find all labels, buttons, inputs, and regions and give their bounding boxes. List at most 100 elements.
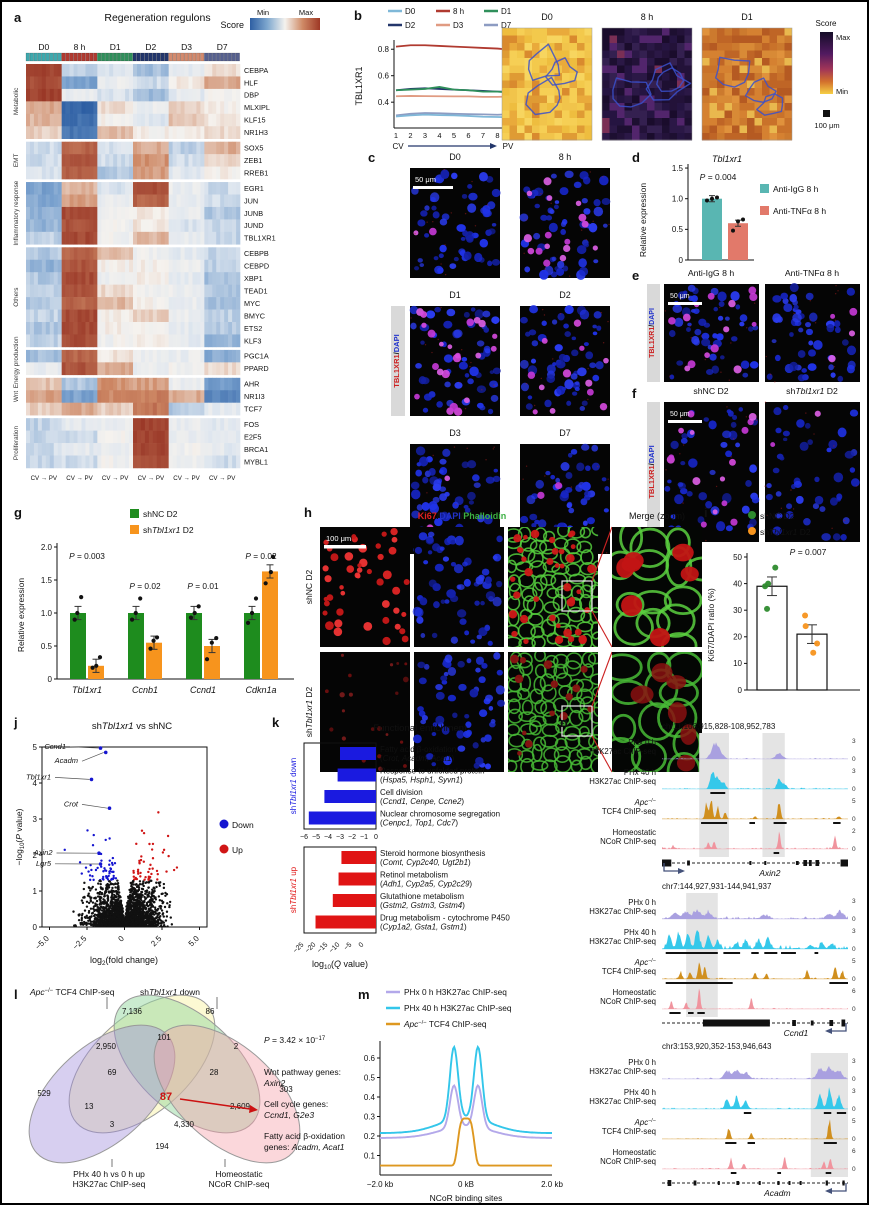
b-xtick: 7 [481,131,485,140]
heatmap-gene-label: XBP1 [244,274,263,283]
l-annotation-genes: Axin2 [263,1078,286,1088]
n-track-label: Apc−/− [634,958,656,967]
g-legend-label: shTbl1xr1 D2 [143,525,194,535]
l-region-count: 3 [110,1120,115,1129]
n-scale-min: 0 [852,1166,856,1173]
n-scale-min: 0 [852,916,856,923]
d-bar [702,198,722,260]
n-exon [777,1181,780,1185]
b-scalebar-label: 100 μm [814,121,839,130]
m-ytick: 0.3 [364,1112,376,1121]
d-ytick: 1.0 [672,195,684,204]
b-xtick: 1 [394,131,398,140]
score-colorbar [250,18,320,30]
micro-cells [664,406,760,542]
m-ytick: 0.6 [364,1054,376,1063]
c-image-title: D3 [449,428,461,438]
cv-pv-axis: CV → PV [102,475,129,482]
n-scale-max: 5 [852,798,856,805]
n-exon [764,861,767,865]
n-track-label: PHx 40 h [624,768,656,777]
heatmap-gene-label: JUN [244,196,258,205]
l-region-count: 28 [210,1068,219,1077]
j-xtick: 0 [116,934,126,944]
k-up-xtick: 0 [358,941,366,949]
f-image-title: shTbl1xr1 D2 [786,386,838,396]
n-signal-H3K27ac ChIP-seq [662,771,848,789]
n-track-label: Apc−/− [634,798,656,807]
n-exon [702,1019,770,1027]
d-bar [728,223,748,260]
panel-label-b: b [354,8,362,23]
k-down-xtick: −4 [324,834,332,841]
n-exon [841,1019,846,1027]
n-exon [792,1020,796,1026]
b-series-D3 [395,95,513,98]
panel-label-d: d [632,150,640,165]
panel-m-profile: PHx 0 h H3K27ac ChIP-seq PHx 40 h H3K27ac… [364,987,564,1203]
n-track-label: NCoR ChIP-seq [600,837,656,846]
heatmap-gene-label: TEAD1 [244,286,268,295]
l-region-count: 87 [160,1091,172,1103]
heatmap-gene-label: JUNB [244,209,263,218]
n-signal-TCF4 ChIP-seq [662,1119,848,1139]
spatial-map [501,27,593,141]
n-exon [842,1180,845,1186]
m-ytick: 0.1 [364,1151,376,1160]
heatmap-gene-label: KLF3 [244,336,261,345]
heatmap-category-label: EMT [13,154,20,168]
panel-l-venn: Apc−/− TCF4 ChIP-seq shTbl1xr1 down 529 7,1… [28,987,345,1189]
panel-label-m: m [358,987,370,1002]
k-down-xtick: −2 [348,834,356,841]
n-signal-TCF4 ChIP-seq [662,962,848,979]
micro-cells [411,168,501,276]
heatmap-gene-label: SOX5 [244,144,263,153]
n-track-label: NCoR ChIP-seq [600,1157,656,1166]
j-legend-label: Up [232,845,243,855]
l-set-label: Apc−/− TCF4 ChIP-seq [29,987,115,997]
k-bar [332,894,376,907]
b-xtick: 2 [408,131,412,140]
i-pvalue: P = 0.007 [790,547,827,557]
heatmap-gene-label: EGR1 [244,184,264,193]
m-ytick: 0.2 [364,1132,376,1141]
k-down-xtick: −5 [312,834,320,841]
b-xtick: 5 [452,131,456,140]
heatmap-gene-label: NR1H3 [244,128,268,137]
heatmap-gene-label: TCF7 [244,405,262,414]
b-scale-marker [823,110,830,117]
n-exon [717,1181,720,1185]
n-track-label: H3K27ac ChIP-seq [589,1067,656,1076]
k-up-xtick: −25 [292,941,305,954]
g-pvalue: P = 0.01 [187,581,219,591]
e-image-title: Anti-TNFα 8 h [785,268,839,278]
j-gene-label: Lgr5 [36,859,52,868]
f-scalebar-label: 50 μm [670,411,690,418]
k-up-side-label: shTbl1xr1 up [289,866,298,913]
legend-item-label: D2 [405,21,416,30]
c-image-title: D7 [559,428,571,438]
b-xtick: 4 [437,131,441,140]
n-track-label: Homeostatic [613,1148,656,1157]
n-highlight [762,733,785,857]
j-ytick: 3 [33,815,38,824]
heatmap-gene-label: ETS2 [244,324,262,333]
colorbar-max-label: Max [299,8,313,17]
heatmap-gene-label: NR1I3 [244,392,265,401]
micro-cells [412,531,503,646]
panel-label-c: c [368,150,376,165]
b-colorbar-min: Min [836,87,848,96]
l-annotation: Wnt pathway genes: [264,1067,341,1077]
n-track-label: H3K27ac ChIP-seq [589,777,656,786]
h-row-label: shNC D2 [304,569,314,604]
n-scale-min: 0 [852,1136,856,1143]
heatmap-gene-label: JUND [244,221,263,230]
l-set-label: shTbl1xr1 down [140,987,200,997]
micro-image [414,652,504,772]
k-term-name: Response to unfolded protein [380,767,485,776]
panel-c-if-images: D0 8 h D1 D2 D3 D7 TBL1XR1/DAPI 50 μm [391,152,611,555]
panel-label-g: g [14,505,22,520]
n-exon [810,1020,814,1026]
micro-cells [519,170,611,280]
n-exon [693,1180,697,1186]
